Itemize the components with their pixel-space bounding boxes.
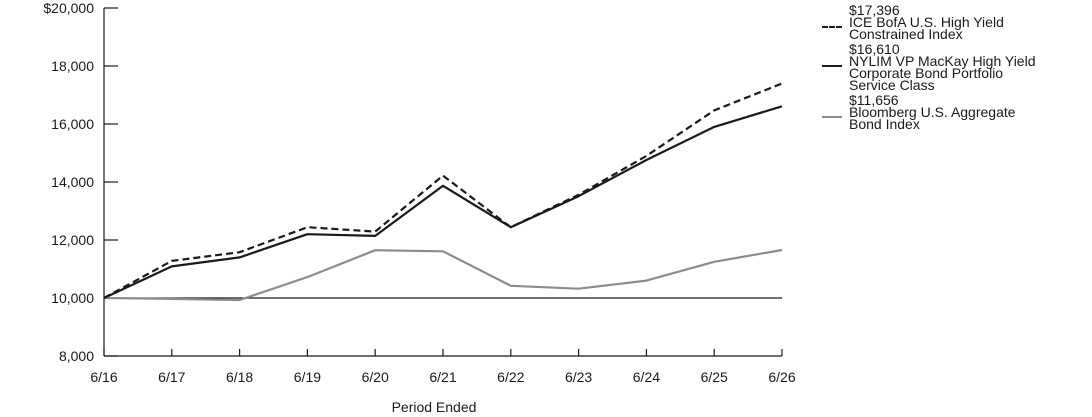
y-tick-label: 14,000 bbox=[51, 174, 94, 190]
x-tick-label: 6/26 bbox=[768, 369, 795, 385]
chart-axes: 8,000 10,000 12,000 14,000 16,000 18,000 $20,0… bbox=[43, 0, 795, 385]
x-tick-label: 6/17 bbox=[158, 369, 185, 385]
series-line-high-yield-index bbox=[103, 82, 783, 299]
x-tick-label: 6/21 bbox=[429, 369, 456, 385]
legend-end-value: $11,656 bbox=[849, 92, 899, 108]
chart-legend: $17,396 ICE BofA U.S. High Yield Constra… bbox=[822, 2, 1082, 133]
legend-series-name: NYLIM VP MacKay High Yield Corporate Bon… bbox=[849, 53, 1036, 93]
chart-series bbox=[103, 82, 783, 302]
series-line-nylim-portfolio bbox=[103, 105, 783, 299]
y-tick-label: 10,000 bbox=[51, 290, 94, 306]
y-tick-label: 16,000 bbox=[51, 116, 94, 132]
x-tick-label: 6/19 bbox=[294, 369, 321, 385]
legend-end-value: $17,396 bbox=[849, 2, 900, 18]
legend-series-name: ICE BofA U.S. High Yield Constrained Ind… bbox=[849, 14, 1004, 42]
legend-end-value: $16,610 bbox=[849, 41, 900, 57]
series-line-aggregate-bond-index bbox=[103, 248, 783, 302]
y-tick-label: 18,000 bbox=[51, 58, 94, 74]
x-axis-title: Period Ended bbox=[392, 399, 477, 415]
x-tick-label: 6/25 bbox=[701, 369, 728, 385]
x-tick-label: 6/20 bbox=[362, 369, 389, 385]
legend-item-nylim-portfolio: $16,610 NYLIM VP MacKay High Yield Corpo… bbox=[822, 41, 1082, 93]
x-tick-label: 6/22 bbox=[497, 369, 524, 385]
x-tick-label: 6/23 bbox=[565, 369, 592, 385]
legend-swatch-solid-gray bbox=[822, 116, 842, 118]
y-tick-label: 12,000 bbox=[51, 232, 94, 248]
legend-series-name: Bloomberg U.S. Aggregate Bond Index bbox=[849, 104, 1016, 132]
y-tick-label: 8,000 bbox=[59, 348, 94, 364]
legend-item-aggregate-bond-index: $11,656 Bloomberg U.S. Aggregate Bond In… bbox=[822, 92, 1082, 132]
legend-swatch-dashed bbox=[822, 26, 842, 28]
legend-swatch-solid-dark bbox=[822, 65, 842, 67]
x-tick-label: 6/16 bbox=[90, 369, 117, 385]
x-tick-label: 6/24 bbox=[633, 369, 660, 385]
y-tick-label: $20,000 bbox=[43, 0, 94, 16]
legend-item-high-yield-index: $17,396 ICE BofA U.S. High Yield Constra… bbox=[822, 2, 1082, 42]
x-tick-label: 6/18 bbox=[226, 369, 253, 385]
